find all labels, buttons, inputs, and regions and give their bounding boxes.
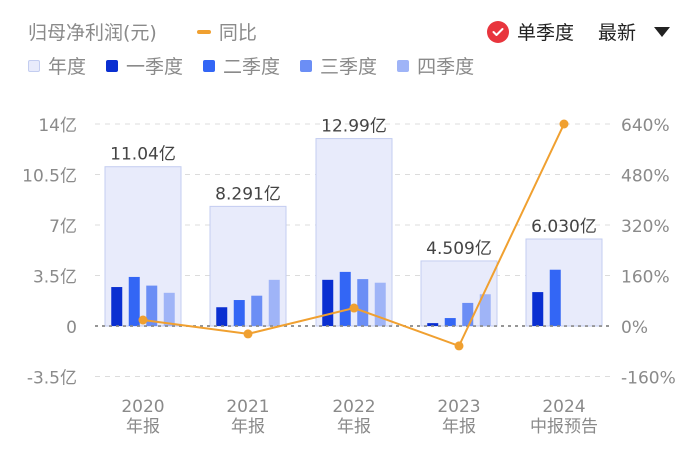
single-quarter-label[interactable]: 单季度: [516, 22, 574, 44]
quarter-bar-q2[interactable]: [233, 300, 245, 326]
quarter-bar-q3[interactable]: [462, 302, 474, 326]
annual-swatch-icon: [28, 59, 40, 72]
quarter-bar-q1[interactable]: [532, 292, 544, 326]
quarter-bar-q2[interactable]: [128, 276, 140, 326]
y-left-tick: 3.5亿: [33, 268, 77, 288]
legend-item-q2[interactable]: 二季度: [203, 52, 280, 79]
x-tick-label: 中报预告: [530, 417, 598, 437]
quarter-bar-q4[interactable]: [374, 282, 386, 326]
chevron-down-icon[interactable]: [654, 26, 670, 37]
yoy-point[interactable]: [454, 341, 464, 351]
legend-item-q4[interactable]: 四季度: [397, 52, 474, 79]
annual-value-label: 4.509亿: [426, 239, 492, 259]
annual-value-label: 8.291亿: [215, 184, 281, 204]
quarter-bar-q1[interactable]: [216, 307, 228, 326]
y-left-tick: 0: [66, 318, 77, 338]
quarter-bar-q2[interactable]: [444, 318, 456, 326]
quarter-bar-q4[interactable]: [163, 292, 175, 326]
legend-label: 二季度: [223, 56, 281, 78]
x-tick-label: 年报: [231, 417, 265, 437]
x-tick-label: 年报: [337, 417, 371, 437]
y-left-tick: 7亿: [49, 217, 77, 237]
check-icon: [492, 27, 504, 36]
legend-item-annual[interactable]: 年度: [28, 52, 86, 79]
quarter-bar-q3[interactable]: [251, 295, 263, 326]
q2-swatch-icon: [203, 59, 216, 72]
metric-title: 归母净利润(元): [28, 22, 157, 44]
x-tick-label: 2021: [226, 397, 269, 417]
annual-value-label: 11.04亿: [110, 145, 176, 165]
legend-item-q3[interactable]: 三季度: [300, 52, 377, 79]
y-right-tick: -160%: [621, 369, 676, 389]
q4-swatch-icon: [397, 59, 410, 72]
q1-swatch-icon: [106, 59, 119, 72]
quarter-bar-q1[interactable]: [322, 279, 334, 326]
single-quarter-checkbox[interactable]: [486, 20, 509, 43]
y-right-tick: 320%: [621, 217, 670, 237]
quarter-bar-q4[interactable]: [268, 279, 280, 326]
chart-header: 归母净利润(元) 同比: [28, 18, 257, 45]
y-right-tick: 480%: [621, 167, 670, 187]
x-tick-label: 年报: [442, 417, 476, 437]
period-dropdown[interactable]: 最新: [597, 22, 636, 44]
q3-swatch-icon: [300, 59, 313, 72]
quarter-bar-q2[interactable]: [339, 271, 351, 326]
x-tick-label: 2024: [542, 397, 585, 417]
legend-label: 四季度: [417, 56, 475, 78]
y-left-tick: 14亿: [38, 116, 77, 136]
y-right-tick: 0%: [621, 318, 648, 338]
x-tick-label: 2022: [332, 397, 375, 417]
yoy-point[interactable]: [243, 329, 253, 339]
quarter-bar-q3[interactable]: [357, 279, 369, 326]
quarter-bar-q1[interactable]: [427, 323, 439, 326]
annual-value-label: 12.99亿: [321, 117, 387, 137]
quarter-bar-q2[interactable]: [549, 269, 561, 326]
x-tick-label: 年报: [126, 417, 160, 437]
yoy-line-icon: [196, 29, 211, 34]
chart-controls: 单季度 最新: [486, 18, 670, 45]
quarter-bar-q4[interactable]: [479, 294, 491, 326]
legend-label: 一季度: [126, 56, 184, 78]
annual-value-label: 6.030亿: [531, 217, 597, 237]
yoy-point[interactable]: [559, 119, 569, 129]
quarter-bar-q1[interactable]: [111, 287, 123, 326]
y-left-tick: 10.5亿: [22, 167, 77, 187]
quarter-bar-q3[interactable]: [146, 285, 158, 326]
y-right-tick: 160%: [621, 268, 670, 288]
legend-item-q1[interactable]: 一季度: [106, 52, 183, 79]
x-tick-label: 2023: [437, 397, 480, 417]
yoy-point[interactable]: [138, 315, 148, 325]
chart-legend: 年度 一季度 二季度 三季度 四季度: [28, 52, 494, 79]
y-right-tick: 640%: [621, 116, 670, 136]
y-left-tick: -3.5亿: [27, 369, 77, 389]
legend-label: 年度: [48, 56, 87, 78]
legend-label: 三季度: [320, 56, 378, 78]
yoy-legend-label: 同比: [218, 22, 257, 44]
yoy-point[interactable]: [349, 303, 359, 313]
x-tick-label: 2020: [121, 397, 164, 417]
